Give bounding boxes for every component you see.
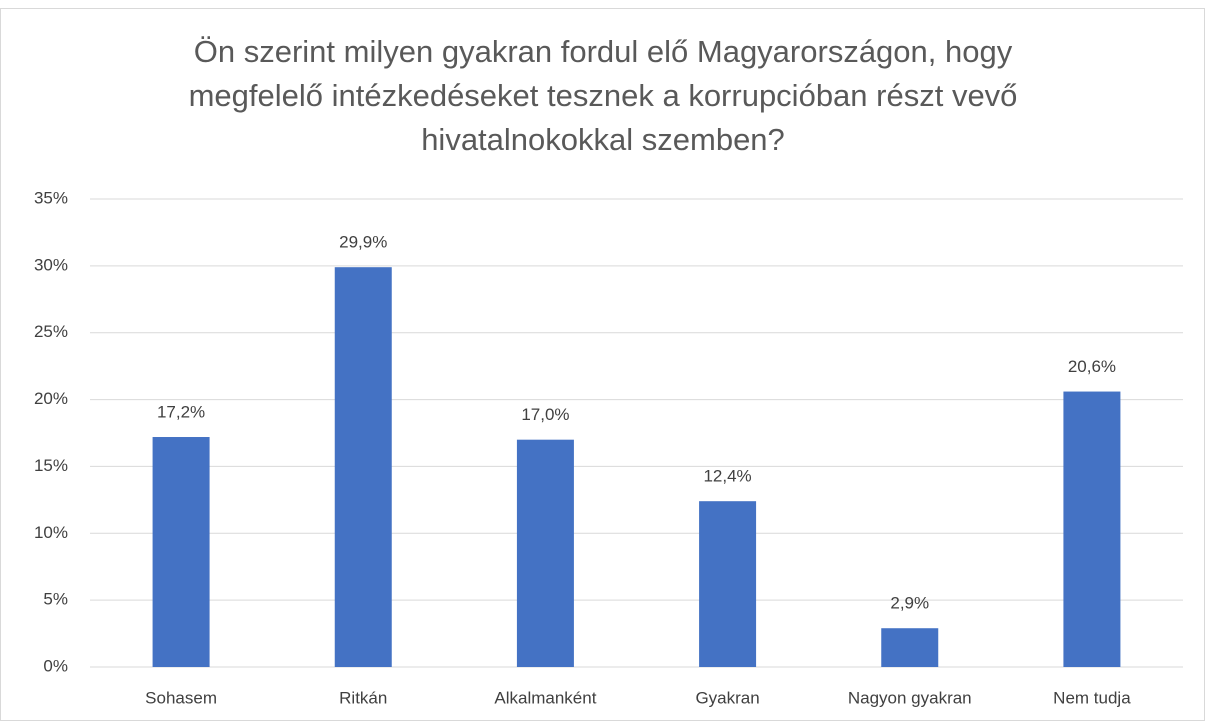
x-tick-label: Gyakran (695, 688, 759, 707)
y-tick-label: 20% (34, 389, 68, 408)
x-tick-label: Sohasem (145, 688, 217, 707)
chart-title: Ön szerint milyen gyakran fordul elő Mag… (188, 34, 1018, 157)
x-tick-label: Ritkán (339, 688, 387, 707)
y-tick-label: 15% (34, 456, 68, 475)
data-label: 17,0% (521, 405, 569, 424)
bar (1063, 391, 1121, 667)
bar (334, 267, 392, 667)
data-label: 2,9% (890, 594, 929, 613)
x-tick-label: Nem tudja (1053, 688, 1131, 707)
y-tick-label: 0% (43, 656, 68, 675)
y-tick-label: 25% (34, 322, 68, 341)
bar (152, 437, 210, 667)
x-tick-label: Alkalmanként (494, 688, 596, 707)
chart-border (0, 8, 1205, 721)
data-label: 20,6% (1068, 357, 1116, 376)
y-tick-label: 35% (34, 188, 68, 207)
data-label: 17,2% (157, 402, 205, 421)
data-label: 29,9% (339, 233, 387, 252)
bar (699, 501, 757, 667)
y-tick-label: 30% (34, 255, 68, 274)
y-tick-label: 10% (34, 523, 68, 542)
data-label: 12,4% (703, 467, 751, 486)
y-tick-label: 5% (43, 590, 68, 609)
bar (516, 439, 574, 667)
bar (881, 628, 939, 667)
x-tick-label: Nagyon gyakran (848, 688, 972, 707)
